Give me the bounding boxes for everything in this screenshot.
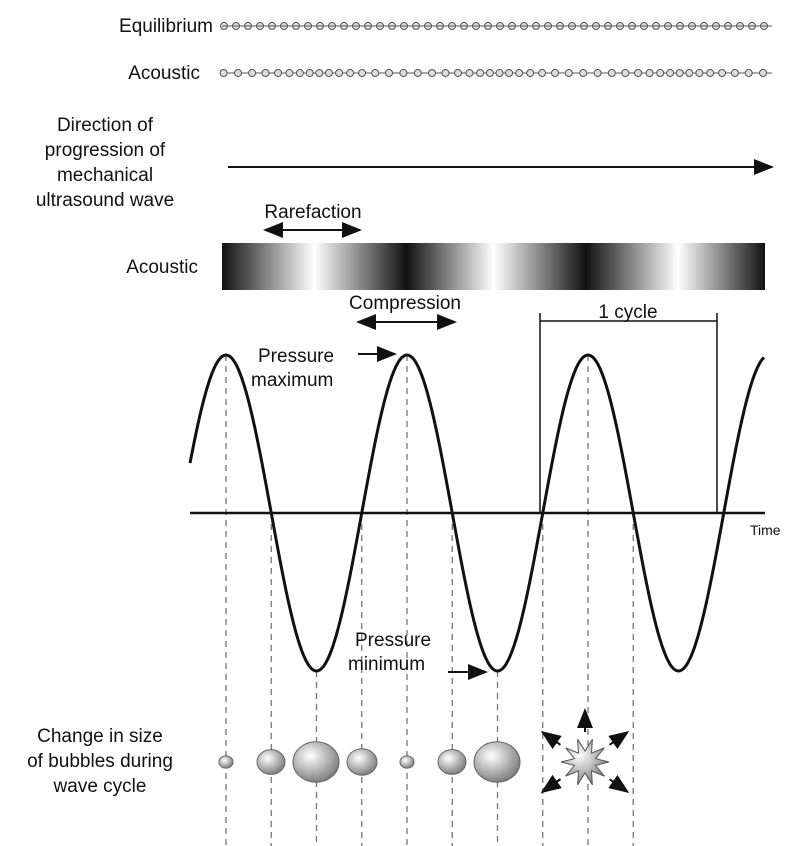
bead: [593, 69, 602, 77]
label: maximum: [251, 370, 333, 391]
burst-arrow: [608, 774, 630, 793]
bead: [505, 69, 514, 77]
bead: [428, 69, 436, 77]
bead: [579, 69, 588, 77]
label: wave cycle: [53, 776, 147, 797]
pressure-band: [222, 243, 765, 290]
bead: [399, 69, 408, 77]
bubble: [256, 749, 286, 775]
label: Rarefaction: [264, 202, 361, 223]
bead: [656, 69, 665, 77]
bubble: [437, 749, 467, 775]
label: Equilibrium: [119, 16, 213, 37]
bubble: [346, 748, 378, 776]
bead: [465, 69, 474, 77]
bubbles: [218, 741, 521, 783]
bead: [476, 69, 485, 77]
bead: [305, 69, 314, 77]
bead: [285, 69, 294, 77]
bead: [666, 69, 675, 77]
label: progression of: [45, 140, 166, 161]
bead: [371, 69, 380, 77]
cycle-bracket: [539, 313, 718, 513]
bubble: [218, 755, 234, 769]
label: Pressure: [355, 630, 431, 651]
burst-arrow: [540, 774, 562, 793]
bead: [526, 69, 535, 77]
bead: [607, 69, 616, 77]
bead: [730, 69, 739, 77]
bead: [695, 69, 704, 77]
bead: [685, 69, 694, 77]
bead: [515, 69, 524, 77]
bead: [315, 69, 324, 77]
bead: [538, 69, 547, 77]
bead: [385, 69, 393, 77]
label: Change in size: [37, 726, 163, 747]
bead: [441, 69, 450, 77]
bead: [295, 69, 304, 77]
label: mechanical: [57, 165, 153, 186]
burst-arrow: [608, 731, 630, 750]
bead: [744, 69, 753, 77]
label: Direction of: [57, 115, 154, 136]
bead: [551, 69, 559, 77]
bead: [675, 69, 684, 77]
bead: [645, 69, 654, 77]
bead: [718, 69, 727, 77]
label: Compression: [349, 293, 461, 314]
bead: [358, 69, 367, 77]
label: minimum: [348, 654, 425, 675]
bubbles-label: Change in size of bubbles during wave cy…: [27, 726, 173, 797]
bubble: [399, 755, 415, 769]
label: Acoustic: [128, 63, 200, 84]
burst: [540, 708, 630, 793]
burst-arrow: [540, 731, 562, 750]
bead: [706, 69, 715, 77]
bead: [324, 69, 333, 77]
direction-label: Direction of progression of mechanical u…: [36, 115, 174, 211]
bead: [274, 69, 282, 77]
label: Time: [750, 522, 781, 538]
bead: [346, 69, 355, 77]
bead: [454, 69, 462, 77]
label: Pressure: [258, 346, 334, 367]
bead: [485, 69, 494, 77]
bead: [564, 69, 573, 77]
label: Acoustic: [126, 257, 198, 278]
bead: [261, 69, 270, 77]
bead: [495, 69, 504, 77]
bead: [634, 69, 642, 77]
bead: [759, 69, 767, 77]
bead: [248, 69, 257, 77]
bubble: [292, 741, 340, 783]
label: 1 cycle: [598, 302, 657, 323]
bead: [234, 69, 242, 77]
bead: [413, 69, 422, 77]
label: ultrasound wave: [36, 190, 174, 211]
bubble: [473, 741, 521, 783]
label: of bubbles during: [27, 751, 173, 772]
beads: [219, 22, 772, 77]
bead: [621, 69, 630, 77]
bead: [335, 69, 344, 77]
wave: [188, 353, 766, 673]
bead: [219, 69, 228, 77]
